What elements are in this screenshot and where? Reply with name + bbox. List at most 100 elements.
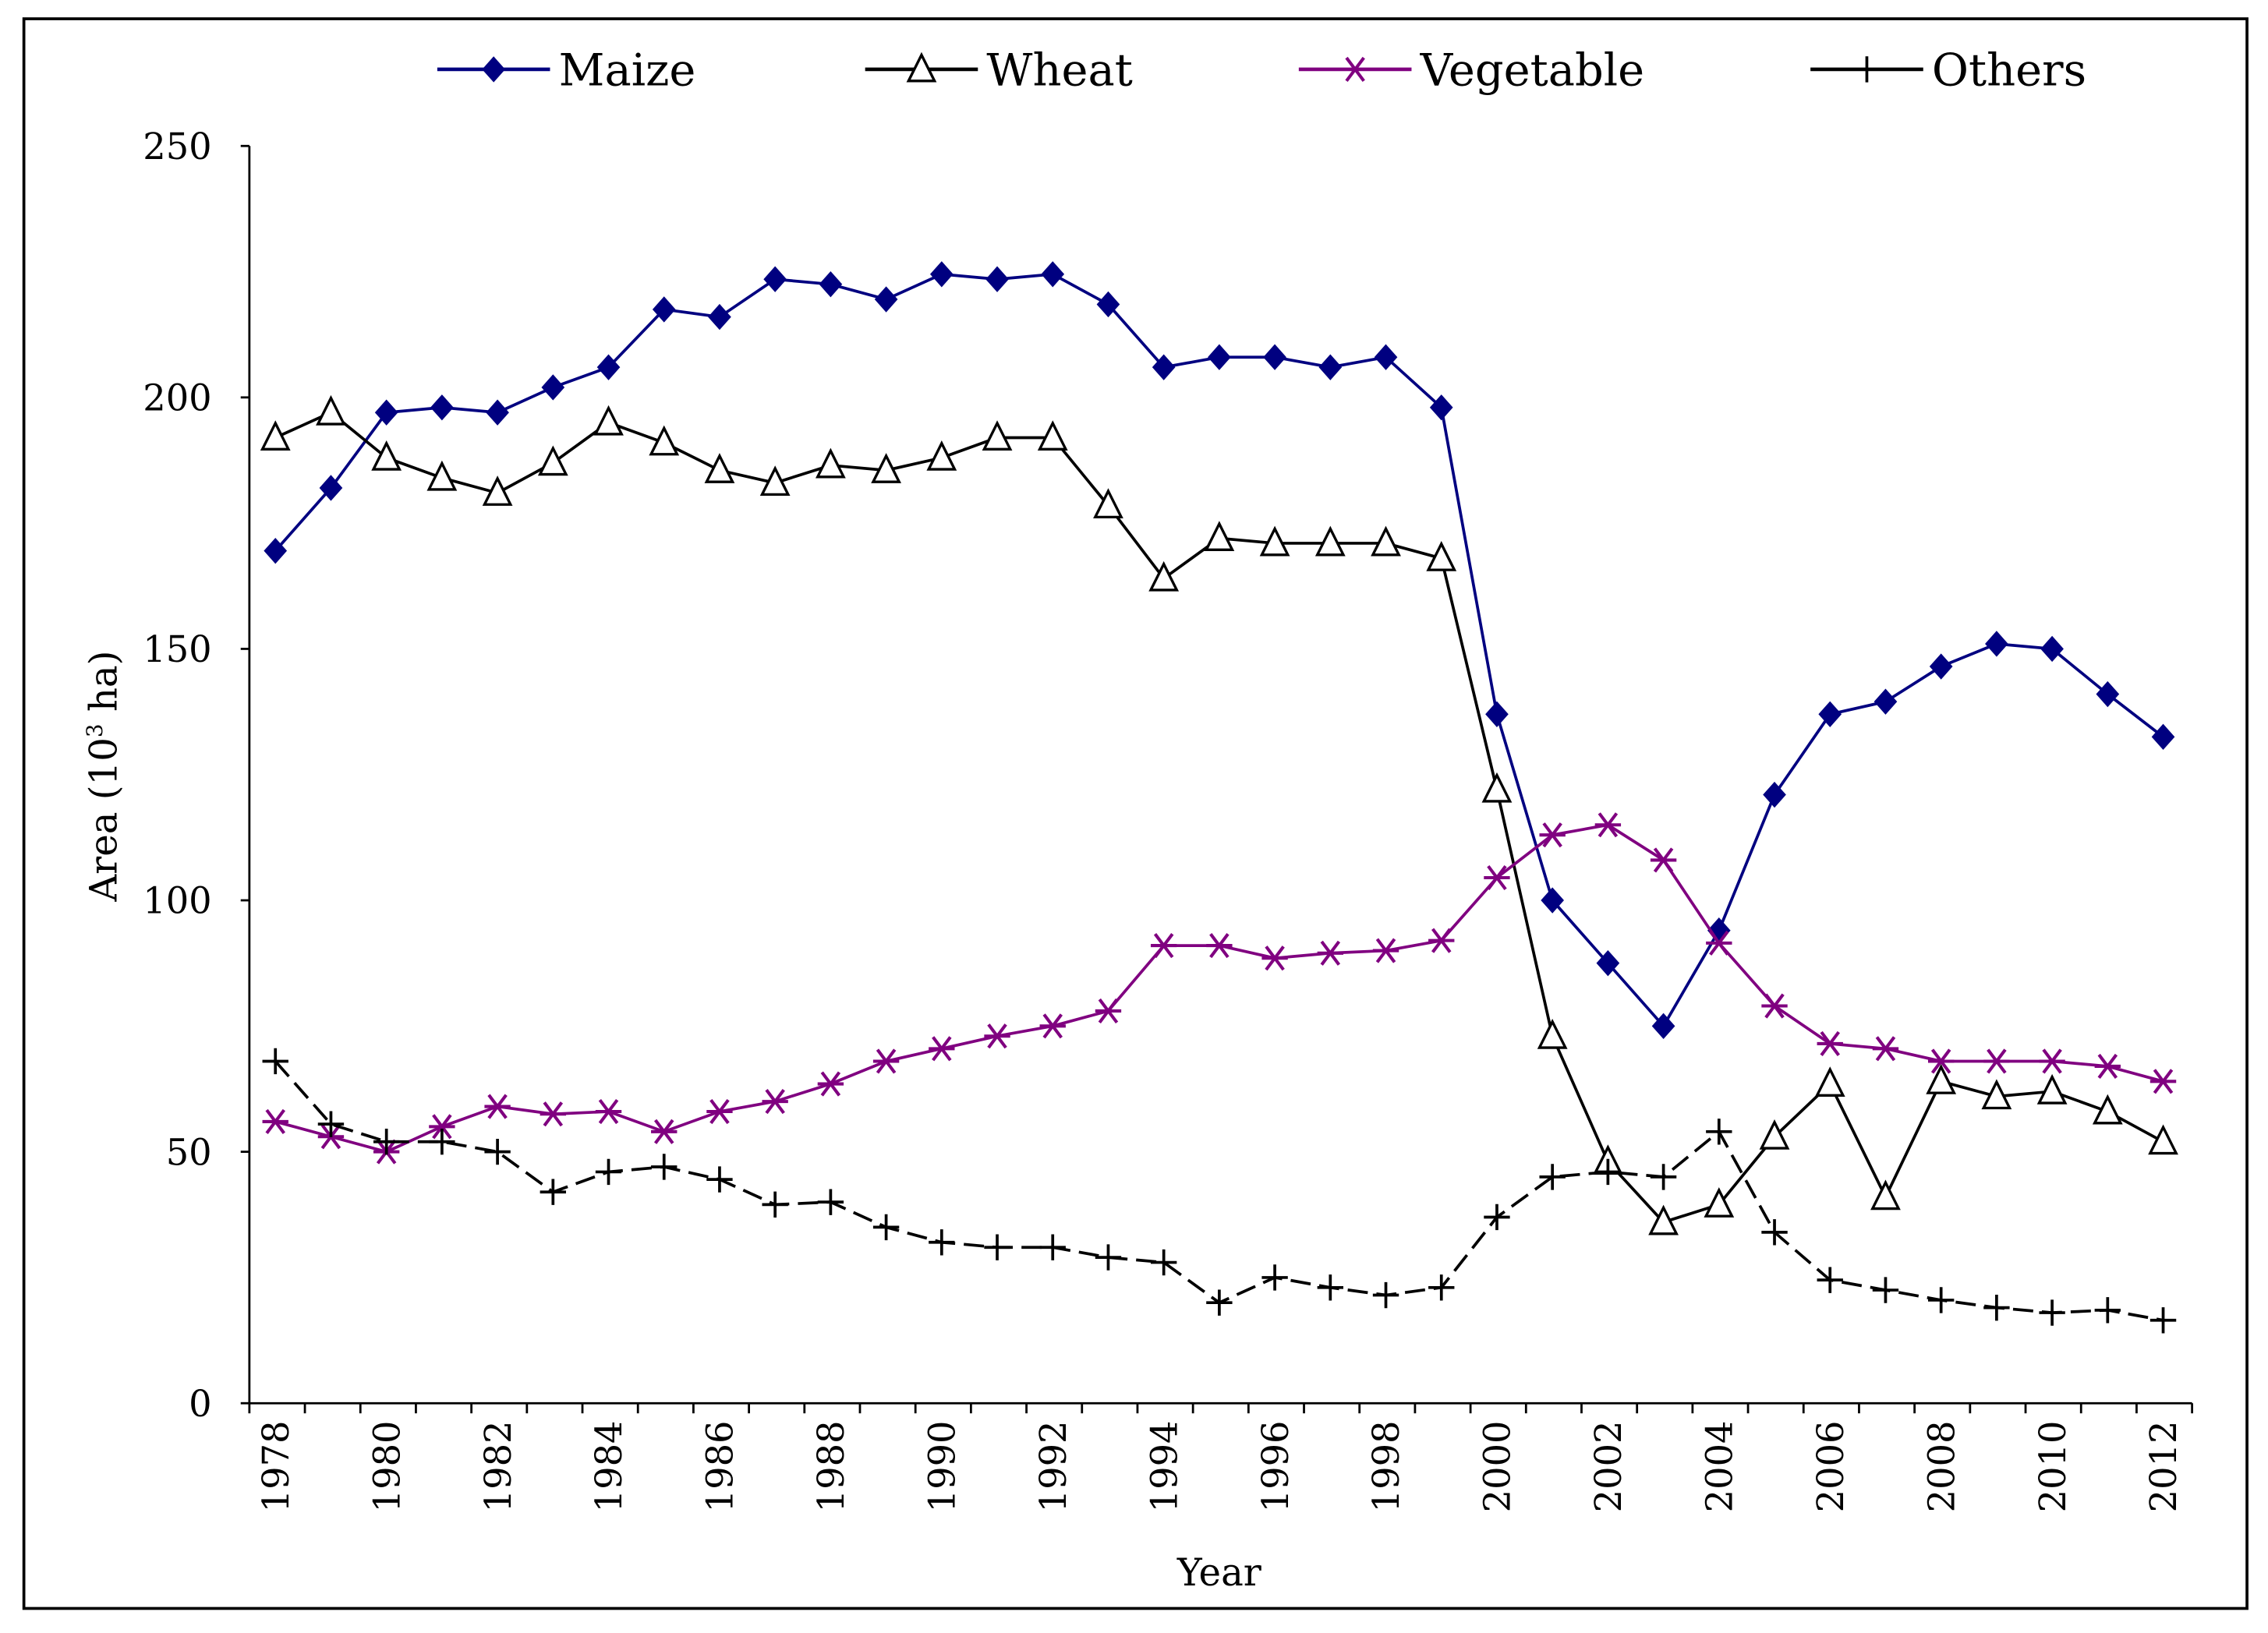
x-tick-label: 1988 xyxy=(810,1420,852,1512)
plus-marker xyxy=(1150,1249,1177,1276)
diamond-marker xyxy=(985,266,1009,292)
asterisk-marker xyxy=(1317,940,1344,966)
plus-marker xyxy=(1983,1294,2010,1321)
triangle-marker xyxy=(1481,772,1513,803)
series-others xyxy=(262,1048,2177,1334)
triangle-marker xyxy=(1314,525,1346,557)
asterisk-marker xyxy=(1594,812,1622,838)
asterisk-marker xyxy=(1150,933,1177,959)
triangle-marker xyxy=(1259,525,1290,557)
x-tick-label: 1980 xyxy=(366,1420,408,1512)
asterisk-marker xyxy=(2094,1053,2121,1079)
asterisk-marker xyxy=(1095,998,1122,1024)
plus-marker xyxy=(1706,1119,1732,1145)
plus-marker xyxy=(1872,1277,1899,1303)
asterisk-marker xyxy=(429,1114,455,1140)
asterisk-marker xyxy=(1983,1048,2010,1074)
x-tick-label: 1992 xyxy=(1032,1420,1074,1512)
triangle-marker xyxy=(649,425,680,456)
asterisk-marker xyxy=(872,1048,900,1074)
triangle-marker xyxy=(1870,1179,1901,1211)
y-tick-label: 50 xyxy=(166,1131,212,1173)
plus-marker xyxy=(1853,56,1881,83)
plus-marker xyxy=(484,1138,511,1165)
x-tick-label: 1998 xyxy=(1365,1420,1407,1512)
plus-marker xyxy=(1594,1158,1622,1186)
plus-marker xyxy=(262,1048,288,1075)
diamond-marker xyxy=(1374,344,1398,370)
diamond-marker xyxy=(541,374,565,401)
axes: 0 50 100 150 200 250 1978 1980 1982 1984 1986 1988 1… xyxy=(143,125,2194,1512)
plus-marker xyxy=(2149,1307,2177,1334)
x-tick-label: 2006 xyxy=(1810,1420,1852,1512)
x-tick-label: 2012 xyxy=(2142,1420,2185,1512)
plus-marker xyxy=(1261,1264,1288,1291)
asterisk-marker xyxy=(595,1098,622,1125)
asterisk-marker xyxy=(1706,930,1732,956)
legend-label: Wheat xyxy=(986,44,1132,96)
legend-item-vegetable: Vegetable xyxy=(1298,44,1645,96)
plus-marker xyxy=(762,1191,788,1218)
asterisk-marker xyxy=(984,1023,1010,1049)
asterisk-marker xyxy=(929,1036,955,1062)
x-tick-label: 2000 xyxy=(1477,1420,1519,1512)
triangle-marker xyxy=(426,460,458,491)
asterisk-marker xyxy=(1206,933,1233,959)
asterisk-marker xyxy=(540,1101,566,1127)
triangle-marker xyxy=(1759,1119,1790,1150)
plus-marker xyxy=(1484,1204,1510,1231)
asterisk-marker xyxy=(1372,938,1399,963)
diamond-marker xyxy=(1041,261,1065,288)
diamond-marker xyxy=(708,303,731,330)
triangle-marker xyxy=(316,394,346,426)
diamond-marker xyxy=(2096,680,2120,708)
diamond-marker xyxy=(2151,723,2175,751)
triangle-marker xyxy=(1926,1064,1957,1094)
x-axis-label: Year xyxy=(1176,1551,1262,1595)
plus-marker xyxy=(1817,1267,1843,1293)
triangle-marker xyxy=(2092,1094,2123,1125)
triangle-marker xyxy=(815,447,846,479)
plus-marker xyxy=(1428,1274,1455,1301)
y-axis-label: Area (103 ha) xyxy=(82,651,126,903)
asterisk-marker xyxy=(1650,847,1677,873)
asterisk-marker xyxy=(1039,1013,1066,1039)
triangle-marker xyxy=(1537,1018,1568,1049)
plus-marker xyxy=(1761,1219,1788,1246)
diamond-marker xyxy=(1263,344,1286,370)
asterisk-marker xyxy=(1539,822,1566,848)
plus-marker xyxy=(984,1234,1010,1260)
x-tick-label: 2008 xyxy=(1920,1420,1962,1512)
triangle-marker xyxy=(926,440,957,471)
triangle-marker xyxy=(1037,420,1068,451)
triangle-marker xyxy=(906,51,937,83)
x-tick-label: 1994 xyxy=(1143,1420,1185,1512)
series-wheat xyxy=(260,394,2178,1235)
triangle-marker xyxy=(2148,1124,2178,1155)
asterisk-marker xyxy=(2039,1048,2065,1074)
plus-marker xyxy=(373,1129,400,1155)
diamond-marker xyxy=(1208,344,1231,370)
triangle-marker xyxy=(704,453,735,483)
asterisk-marker xyxy=(1761,993,1788,1019)
diamond-marker xyxy=(763,266,787,292)
triangle-marker xyxy=(982,420,1013,451)
triangle-marker xyxy=(1371,525,1401,557)
x-tick-label: 1986 xyxy=(699,1420,741,1512)
y-tick-label: 200 xyxy=(143,377,211,419)
triangle-marker xyxy=(1426,541,1457,571)
plus-marker xyxy=(1927,1287,1955,1313)
plus-marker xyxy=(1539,1164,1566,1190)
legend-label: Vegetable xyxy=(1420,44,1645,96)
triangle-marker xyxy=(482,475,513,506)
legend-item-others: Others xyxy=(1810,44,2086,96)
x-tick-label: 1978 xyxy=(255,1420,297,1512)
chart-frame xyxy=(22,17,2249,1610)
y-tick-label: 150 xyxy=(143,628,211,670)
triangle-marker xyxy=(260,420,291,451)
asterisk-marker xyxy=(1927,1048,1955,1074)
asterisk-marker xyxy=(817,1071,844,1097)
triangle-marker xyxy=(1093,488,1123,519)
y-tick-label: 100 xyxy=(143,880,211,922)
asterisk-marker xyxy=(1342,56,1368,83)
